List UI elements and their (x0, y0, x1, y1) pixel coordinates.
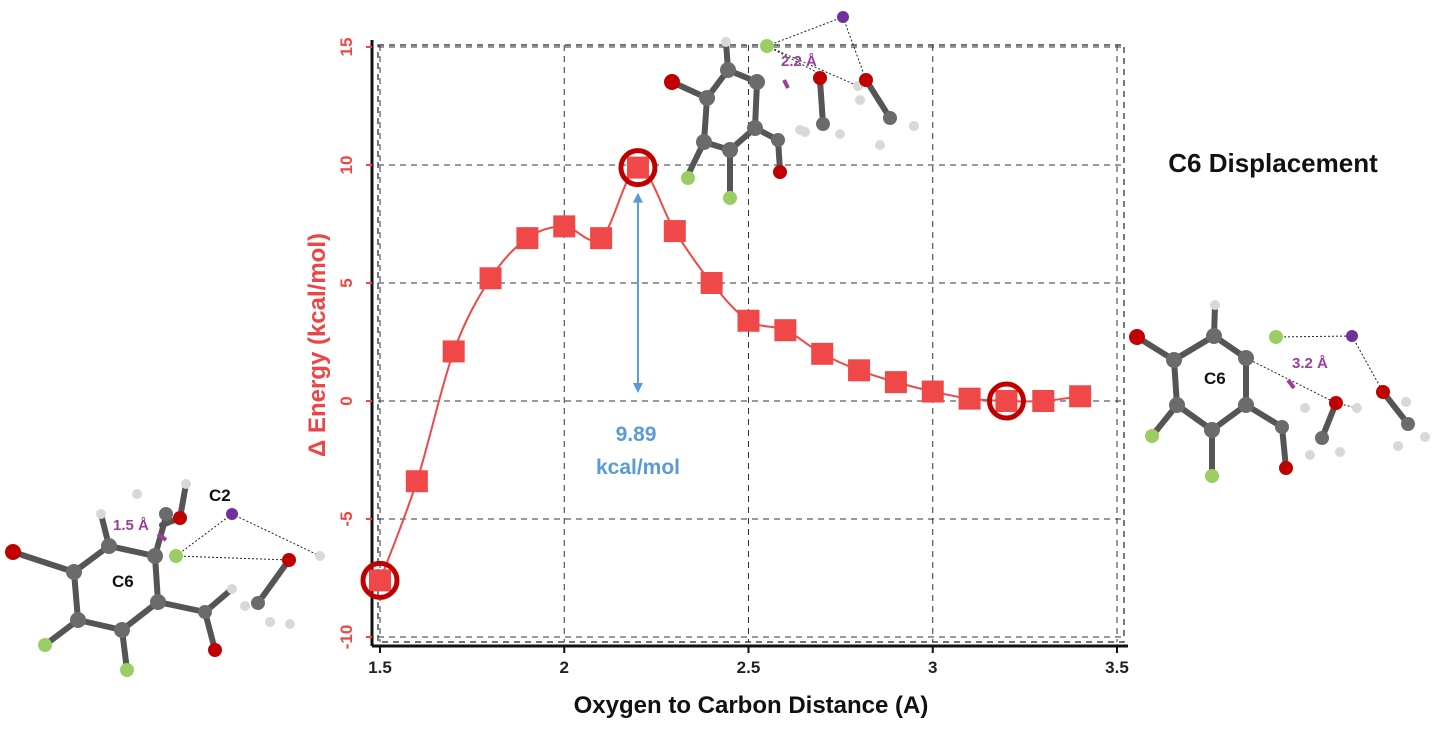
x-tick-label: 2.5 (737, 658, 761, 677)
data-point (590, 227, 613, 250)
data-point (1069, 385, 1092, 408)
y-tick-label: 0 (337, 396, 356, 405)
series-line (379, 166, 1081, 581)
data-point (958, 387, 981, 410)
x-tick-label: 3.5 (1105, 658, 1129, 677)
arrow-head-bottom-icon (632, 383, 643, 393)
y-ticks: 15 10 5 0 -5 -10 (337, 38, 372, 650)
highlight-ring (986, 381, 1026, 421)
x-tick-label: 2 (560, 658, 569, 677)
highlight-rings (360, 148, 1026, 600)
energy-gap-annotation: 9.89 kcal/mol (596, 192, 680, 479)
highlight-ring (618, 148, 658, 188)
distance-label-top: 2.2 Å (781, 53, 817, 70)
plot-frame (377, 44, 1125, 643)
x-tick-label: 1.5 (368, 658, 392, 677)
data-point (663, 220, 686, 243)
panel-title: C6 Displacement (1168, 148, 1378, 178)
distance-label-left: 1.5 Å (113, 517, 149, 534)
x-ticks: 1.5 2 2.5 3 3.5 (368, 646, 1129, 677)
molecule-right: C6 3.2 Å (1129, 300, 1430, 483)
energy-gap-unit: kcal/mol (596, 456, 680, 479)
y-tick-label: 10 (337, 156, 356, 175)
y-tick-label: 15 (337, 38, 356, 57)
x-axis-title: Oxygen to Carbon Distance (A) (574, 692, 929, 719)
atom-label-c6: C6 (112, 572, 134, 591)
atom-label-c2: C2 (209, 486, 231, 505)
energy-gap-value: 9.89 (616, 423, 657, 446)
highlight-ring (360, 560, 400, 600)
molecule-left: C2 C6 1.5 Å (5, 479, 325, 677)
y-axis-title: Δ Energy (kcal/mol) (304, 233, 331, 457)
atom-label-c6-right: C6 (1204, 369, 1226, 388)
series-points (369, 156, 1092, 592)
data-point (479, 267, 502, 290)
molecule-top: 2.2 Å (664, 11, 919, 205)
data-point (737, 309, 760, 332)
data-point (774, 319, 797, 342)
data-point (405, 470, 428, 493)
y-tick-label: -5 (337, 511, 356, 526)
data-point (700, 272, 723, 294)
data-point (369, 569, 391, 592)
data-point (516, 227, 539, 250)
y-tick-label: 5 (337, 278, 356, 287)
y-tick-label: -10 (337, 625, 356, 650)
data-point (848, 359, 871, 382)
data-point (1032, 390, 1055, 412)
distance-label-right: 3.2 Å (1292, 355, 1328, 372)
data-point (811, 342, 834, 365)
data-point (884, 371, 907, 394)
data-point (442, 340, 465, 363)
arrow-head-top-icon (632, 192, 643, 203)
data-point (626, 156, 649, 179)
data-point (995, 390, 1018, 412)
data-point (921, 380, 944, 403)
data-point (553, 215, 576, 238)
x-tick-label: 3 (928, 658, 937, 677)
